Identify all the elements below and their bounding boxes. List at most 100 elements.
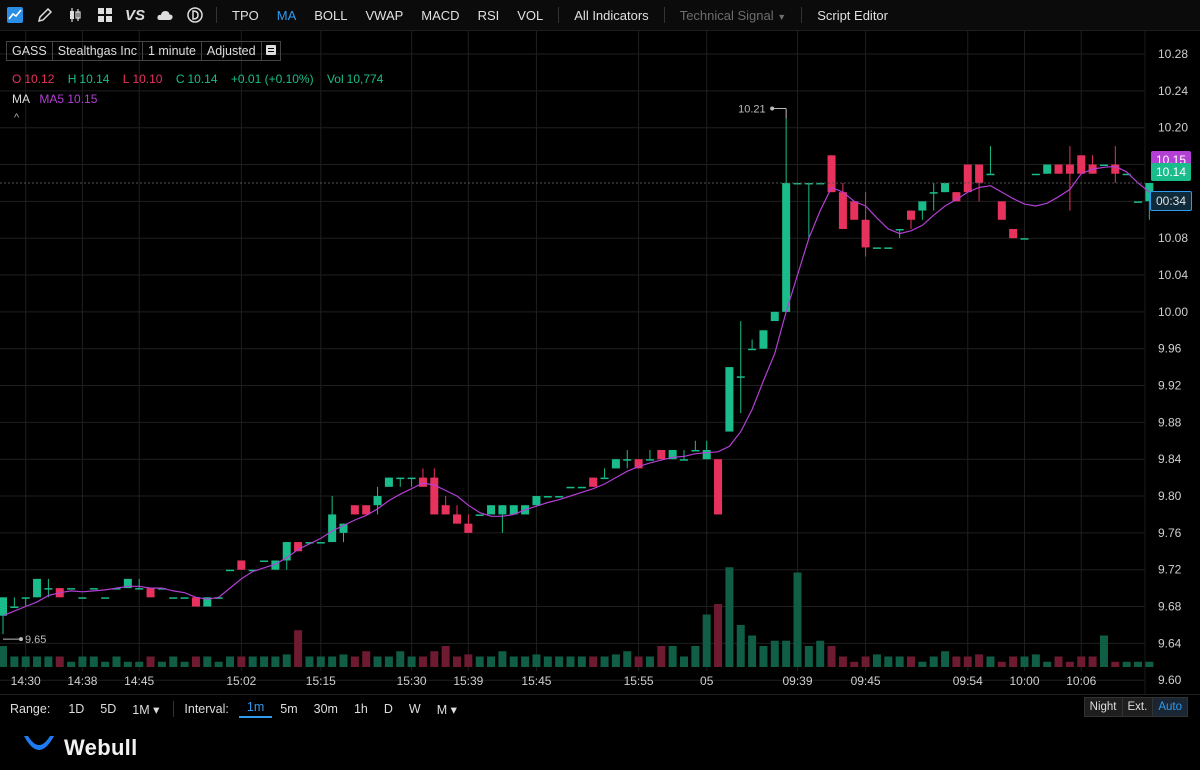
technical-signal-dropdown[interactable]: Technical Signal ▼: [671, 8, 796, 23]
close-value: 10.14: [187, 72, 218, 86]
all-indicators-button[interactable]: All Indicators: [574, 7, 649, 23]
candle-body: [1009, 228, 1018, 239]
cloud-icon[interactable]: [150, 0, 180, 30]
session-ext[interactable]: Ext.: [1121, 697, 1154, 717]
volume-bar: [895, 656, 904, 667]
interval-1m[interactable]: 1m: [238, 700, 273, 718]
candle-body: [0, 597, 7, 616]
candle-body: [793, 182, 802, 185]
candle-body: [498, 505, 507, 515]
script-editor-button[interactable]: Script Editor: [817, 7, 888, 23]
volume-bar: [169, 656, 178, 667]
interval-30m[interactable]: 30m: [313, 702, 338, 716]
y-tick-label: 10.28: [1158, 47, 1188, 61]
volume-bar: [55, 656, 64, 667]
legend-menu-icon[interactable]: [260, 41, 281, 61]
y-tick-label: 10.24: [1158, 84, 1188, 98]
volume-bar: [350, 656, 359, 667]
volume-bar: [691, 646, 700, 667]
volume-bar: [929, 656, 938, 667]
interval-label[interactable]: 1 minute: [141, 41, 202, 61]
pencil-icon[interactable]: [30, 0, 60, 30]
candle-body: [123, 578, 132, 589]
volume-bar: [770, 640, 779, 667]
vs-icon[interactable]: VS: [124, 6, 145, 24]
volume-bar: [827, 646, 836, 667]
volume-bar: [373, 656, 382, 667]
candle-body: [339, 523, 348, 533]
volume-bar: [736, 625, 745, 667]
area-chart-icon[interactable]: [0, 0, 30, 30]
volume-bar: [782, 640, 791, 667]
volume-bar: [157, 661, 166, 667]
indicator-vwap[interactable]: VWAP: [365, 7, 404, 23]
indicator-macd[interactable]: MACD: [421, 7, 460, 23]
price-chart[interactable]: 10.2810.2410.2010.1610.1210.0810.0410.00…: [0, 31, 1200, 694]
y-tick-label: 9.80: [1158, 489, 1182, 503]
grid-icon[interactable]: [90, 0, 120, 30]
session-toggle: Night Ext. Auto: [1083, 697, 1188, 717]
volume-bar: [453, 656, 461, 667]
y-tick-label: 10.04: [1158, 268, 1188, 282]
candle-body: [214, 597, 223, 599]
candle-body: [884, 247, 893, 249]
range-1d[interactable]: 1D: [68, 702, 85, 716]
ma5-value: MA5 10.15: [39, 92, 98, 106]
last-price-tag: 10.14: [1151, 163, 1192, 181]
x-tick-label: 14:38: [67, 674, 97, 688]
candle-body: [691, 449, 700, 452]
candle-body: [577, 486, 586, 489]
symbol-label[interactable]: GASS: [6, 41, 53, 61]
candle-body: [589, 477, 598, 487]
candle-body: [804, 182, 813, 185]
volume-bar: [328, 656, 337, 667]
ma-name[interactable]: MA: [12, 92, 30, 106]
volume-bar: [600, 656, 609, 667]
range-1m-dropdown[interactable]: 1M ▾: [132, 702, 160, 717]
volume-bar: [1031, 654, 1040, 667]
grid-lines: [0, 31, 1146, 694]
volume-bar: [963, 656, 972, 667]
candle-body: [67, 588, 76, 590]
interval-5m[interactable]: 5m: [280, 702, 298, 716]
interval-month-dropdown[interactable]: M ▾: [436, 702, 457, 717]
candle-body: [645, 459, 654, 461]
indicator-tpo[interactable]: TPO: [232, 7, 259, 23]
indicator-rsi[interactable]: RSI: [477, 7, 500, 23]
y-tick-label: 9.96: [1158, 342, 1182, 356]
candle-body: [1122, 173, 1131, 176]
candle-body: [838, 192, 847, 229]
collapse-icon[interactable]: ^: [14, 112, 20, 124]
volume-bar: [850, 661, 859, 667]
candle-body: [10, 606, 19, 609]
dividend-icon[interactable]: [180, 0, 210, 30]
candle-body: [1031, 173, 1040, 176]
indicator-boll[interactable]: BOLL: [314, 7, 348, 23]
candle-body: [44, 588, 53, 590]
candle-body: [997, 201, 1006, 220]
close-label: C: [175, 72, 185, 86]
session-auto[interactable]: Auto: [1152, 697, 1188, 717]
indicator-ma[interactable]: MA: [276, 7, 297, 23]
countdown-tag: 00:34: [1150, 191, 1193, 211]
high-marker-dot: [770, 106, 775, 111]
volume-bar: [1009, 656, 1018, 667]
y-tick-label: 9.88: [1158, 415, 1182, 429]
candle-body: [929, 192, 938, 194]
interval-week[interactable]: W: [408, 702, 421, 716]
candle-body: [532, 496, 541, 506]
ticker-legend: GASS Stealthgas Inc 1 minute Adjusted: [6, 41, 281, 61]
technical-signal-label: Technical Signal: [679, 7, 774, 23]
range-5d[interactable]: 5D: [100, 702, 117, 716]
candle-body: [135, 588, 144, 590]
interval-1h[interactable]: 1h: [353, 702, 368, 716]
session-night[interactable]: Night: [1083, 697, 1123, 717]
candle-icon[interactable]: [60, 0, 90, 30]
interval-day[interactable]: D: [383, 702, 393, 716]
adjust-label[interactable]: Adjusted: [200, 41, 262, 61]
annotations: 10.21 9.65: [0, 103, 1145, 646]
toolbar-divider: [801, 7, 803, 23]
candle-body: [861, 219, 870, 248]
indicator-vol[interactable]: VOL: [517, 7, 544, 23]
x-tick-label: 09:54: [953, 674, 983, 688]
